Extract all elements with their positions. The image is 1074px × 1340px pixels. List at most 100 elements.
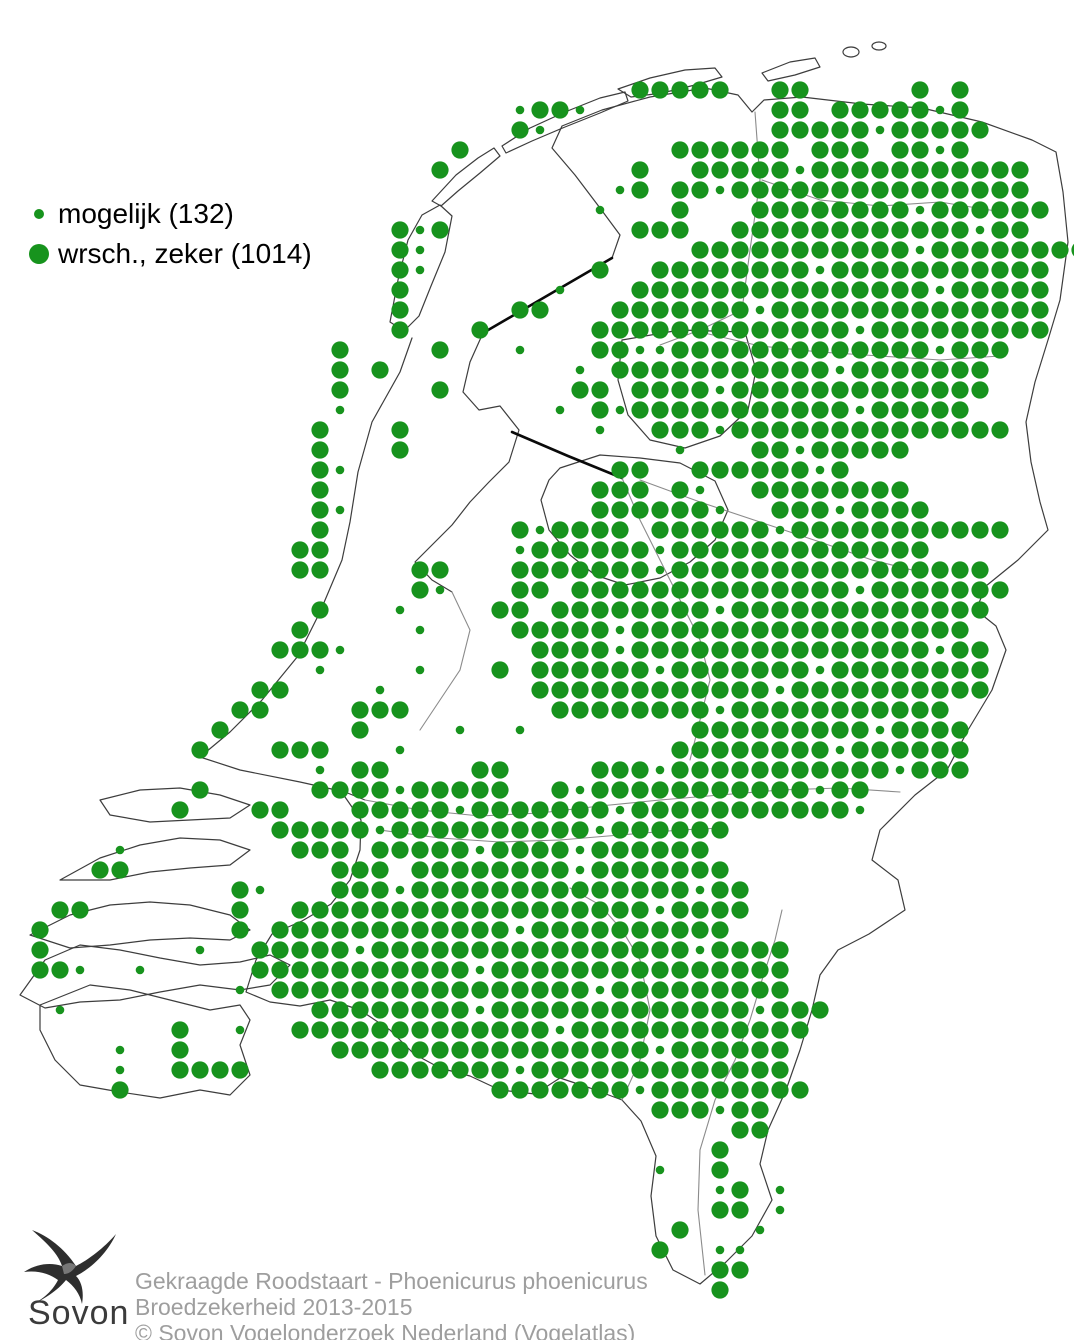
distribution-dot <box>871 361 889 379</box>
distribution-dot <box>751 1101 769 1119</box>
distribution-dot <box>611 1021 629 1039</box>
distribution-dot <box>451 841 469 859</box>
distribution-dot <box>755 305 765 315</box>
distribution-dot <box>511 961 529 979</box>
distribution-dot <box>551 1081 569 1099</box>
distribution-dot <box>31 921 49 939</box>
distribution-dot <box>951 581 969 599</box>
distribution-dot <box>751 341 769 359</box>
distribution-dot <box>911 121 929 139</box>
distribution-dot <box>351 801 369 819</box>
distribution-dot <box>951 761 969 779</box>
distribution-dot <box>971 381 989 399</box>
distribution-dot <box>951 681 969 699</box>
distribution-dot <box>811 401 829 419</box>
distribution-dot <box>991 261 1009 279</box>
distribution-dot <box>491 1061 509 1079</box>
distribution-dot <box>891 721 909 739</box>
distribution-dot <box>651 501 669 519</box>
distribution-dot <box>591 661 609 679</box>
distribution-dot <box>1011 261 1029 279</box>
distribution-dot <box>331 861 349 879</box>
distribution-dot <box>631 541 649 559</box>
distribution-dot <box>451 861 469 879</box>
distribution-dot <box>911 101 929 119</box>
distribution-dot <box>991 221 1009 239</box>
distribution-dot <box>711 1141 729 1159</box>
distribution-dot <box>471 861 489 879</box>
distribution-dot <box>371 1021 389 1039</box>
distribution-dot <box>935 145 945 155</box>
distribution-dot <box>711 461 729 479</box>
distribution-dot <box>51 961 69 979</box>
distribution-dot <box>911 281 929 299</box>
distribution-dot <box>371 861 389 879</box>
distribution-dot <box>571 1061 589 1079</box>
distribution-dot <box>491 601 509 619</box>
distribution-dot <box>851 721 869 739</box>
distribution-dot <box>371 1041 389 1059</box>
distribution-dot <box>671 1021 689 1039</box>
distribution-dot <box>591 801 609 819</box>
distribution-dot <box>715 1245 725 1255</box>
distribution-dot <box>831 621 849 639</box>
distribution-dot <box>195 945 205 955</box>
distribution-dot <box>691 701 709 719</box>
distribution-dot <box>791 621 809 639</box>
distribution-dot <box>435 585 445 595</box>
distribution-dot <box>891 641 909 659</box>
distribution-dot <box>875 125 885 135</box>
distribution-dot <box>811 441 829 459</box>
distribution-dot <box>911 321 929 339</box>
legend-large-dot-icon <box>29 244 49 264</box>
distribution-dot <box>451 781 469 799</box>
distribution-dot <box>851 641 869 659</box>
distribution-dot <box>351 1041 369 1059</box>
distribution-dot <box>731 561 749 579</box>
distribution-dot <box>631 361 649 379</box>
distribution-dot <box>391 301 409 319</box>
distribution-dot <box>391 921 409 939</box>
distribution-dot <box>811 581 829 599</box>
distribution-dot <box>771 321 789 339</box>
distribution-dot <box>671 561 689 579</box>
distribution-dot <box>971 681 989 699</box>
distribution-dot <box>951 621 969 639</box>
distribution-dot <box>731 141 749 159</box>
distribution-dot <box>311 481 329 499</box>
distribution-dot <box>951 301 969 319</box>
distribution-dot <box>691 961 709 979</box>
distribution-dot <box>631 601 649 619</box>
distribution-dot <box>611 761 629 779</box>
distribution-dot <box>271 981 289 999</box>
distribution-dot <box>411 561 429 579</box>
distribution-dot <box>691 561 709 579</box>
distribution-dot <box>891 201 909 219</box>
distribution-dot <box>575 865 585 875</box>
distribution-dot <box>551 861 569 879</box>
distribution-dot <box>291 961 309 979</box>
distribution-dot <box>631 661 649 679</box>
distribution-dot <box>331 821 349 839</box>
distribution-dot <box>635 1085 645 1095</box>
maas-river-limburg <box>697 909 783 1276</box>
distribution-dot <box>551 1001 569 1019</box>
distribution-dot <box>611 861 629 879</box>
distribution-dot <box>671 921 689 939</box>
distribution-dot <box>691 161 709 179</box>
distribution-dot <box>471 781 489 799</box>
distribution-dot <box>891 141 909 159</box>
distribution-dot <box>751 461 769 479</box>
distribution-dot <box>791 281 809 299</box>
distribution-dot <box>891 701 909 719</box>
distribution-dot <box>831 101 849 119</box>
distribution-dot <box>631 1061 649 1079</box>
distribution-dot <box>751 661 769 679</box>
distribution-dot <box>315 765 325 775</box>
distribution-dot <box>431 801 449 819</box>
distribution-dot <box>411 1041 429 1059</box>
distribution-dot <box>571 681 589 699</box>
distribution-dot <box>651 621 669 639</box>
distribution-dot <box>531 561 549 579</box>
distribution-dot <box>395 785 405 795</box>
